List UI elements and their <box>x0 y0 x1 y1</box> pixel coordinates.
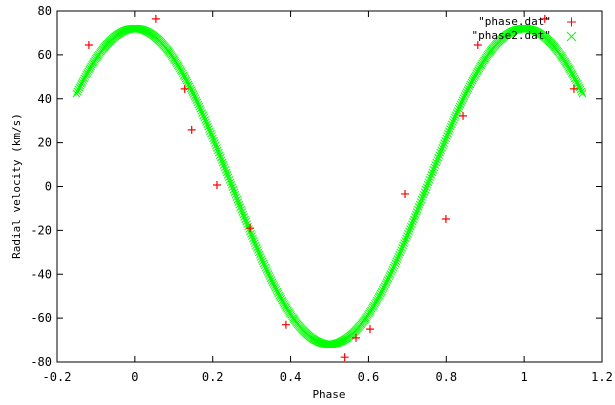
y-tick-label: 20 <box>38 136 52 150</box>
phase2-series <box>72 24 587 349</box>
x-tick-label: 0.8 <box>435 370 457 384</box>
x-tick-label: 0.2 <box>202 370 224 384</box>
phase-series <box>84 14 578 362</box>
plot-frame <box>56 10 603 363</box>
data-point <box>340 353 349 362</box>
data-point <box>569 84 578 93</box>
x-tick-label: 0.6 <box>358 370 380 384</box>
y-tick-label: -60 <box>30 311 52 325</box>
x-tick-label: 1.2 <box>591 370 613 384</box>
y-tick-label: 80 <box>38 4 52 18</box>
legend-cross-icon <box>566 31 577 42</box>
x-tick-label: 0.4 <box>280 370 302 384</box>
y-tick-label: 60 <box>38 48 52 62</box>
x-tick-label: 0 <box>131 370 138 384</box>
legend: "phase.dat" "phase2.dat" <box>472 15 577 42</box>
x-axis: -0.2 0 0.2 0.4 0.6 0.8 1 1.2 <box>43 11 613 384</box>
x-axis-title: Phase <box>312 388 345 401</box>
data-point <box>459 111 468 120</box>
x-tick-label: -0.2 <box>43 370 72 384</box>
y-tick-label: -40 <box>30 267 52 281</box>
data-point <box>180 84 189 93</box>
y-axis: -80 -60 -40 -20 0 20 40 60 80 <box>30 4 602 369</box>
y-tick-label: -80 <box>30 355 52 369</box>
data-point <box>84 41 93 50</box>
data-point <box>441 214 450 223</box>
y-tick-label: 40 <box>38 92 52 106</box>
x-tick-label: 1 <box>521 370 528 384</box>
legend-label-phase2: "phase2.dat" <box>472 29 551 42</box>
data-point <box>473 41 482 50</box>
y-tick-label: -20 <box>30 223 52 237</box>
data-point <box>187 125 196 134</box>
y-axis-title: Radial velocity (km/s) <box>10 113 23 259</box>
data-point <box>365 325 374 334</box>
data-point <box>540 14 549 23</box>
legend-plus-icon <box>567 17 576 27</box>
data-point <box>151 14 160 23</box>
data-point <box>351 333 360 342</box>
data-point <box>246 224 255 233</box>
legend-label-phase: "phase.dat" <box>478 15 551 28</box>
data-point <box>401 189 410 198</box>
y-tick-label: 0 <box>45 180 52 194</box>
data-point <box>281 320 290 329</box>
data-point <box>212 180 221 189</box>
